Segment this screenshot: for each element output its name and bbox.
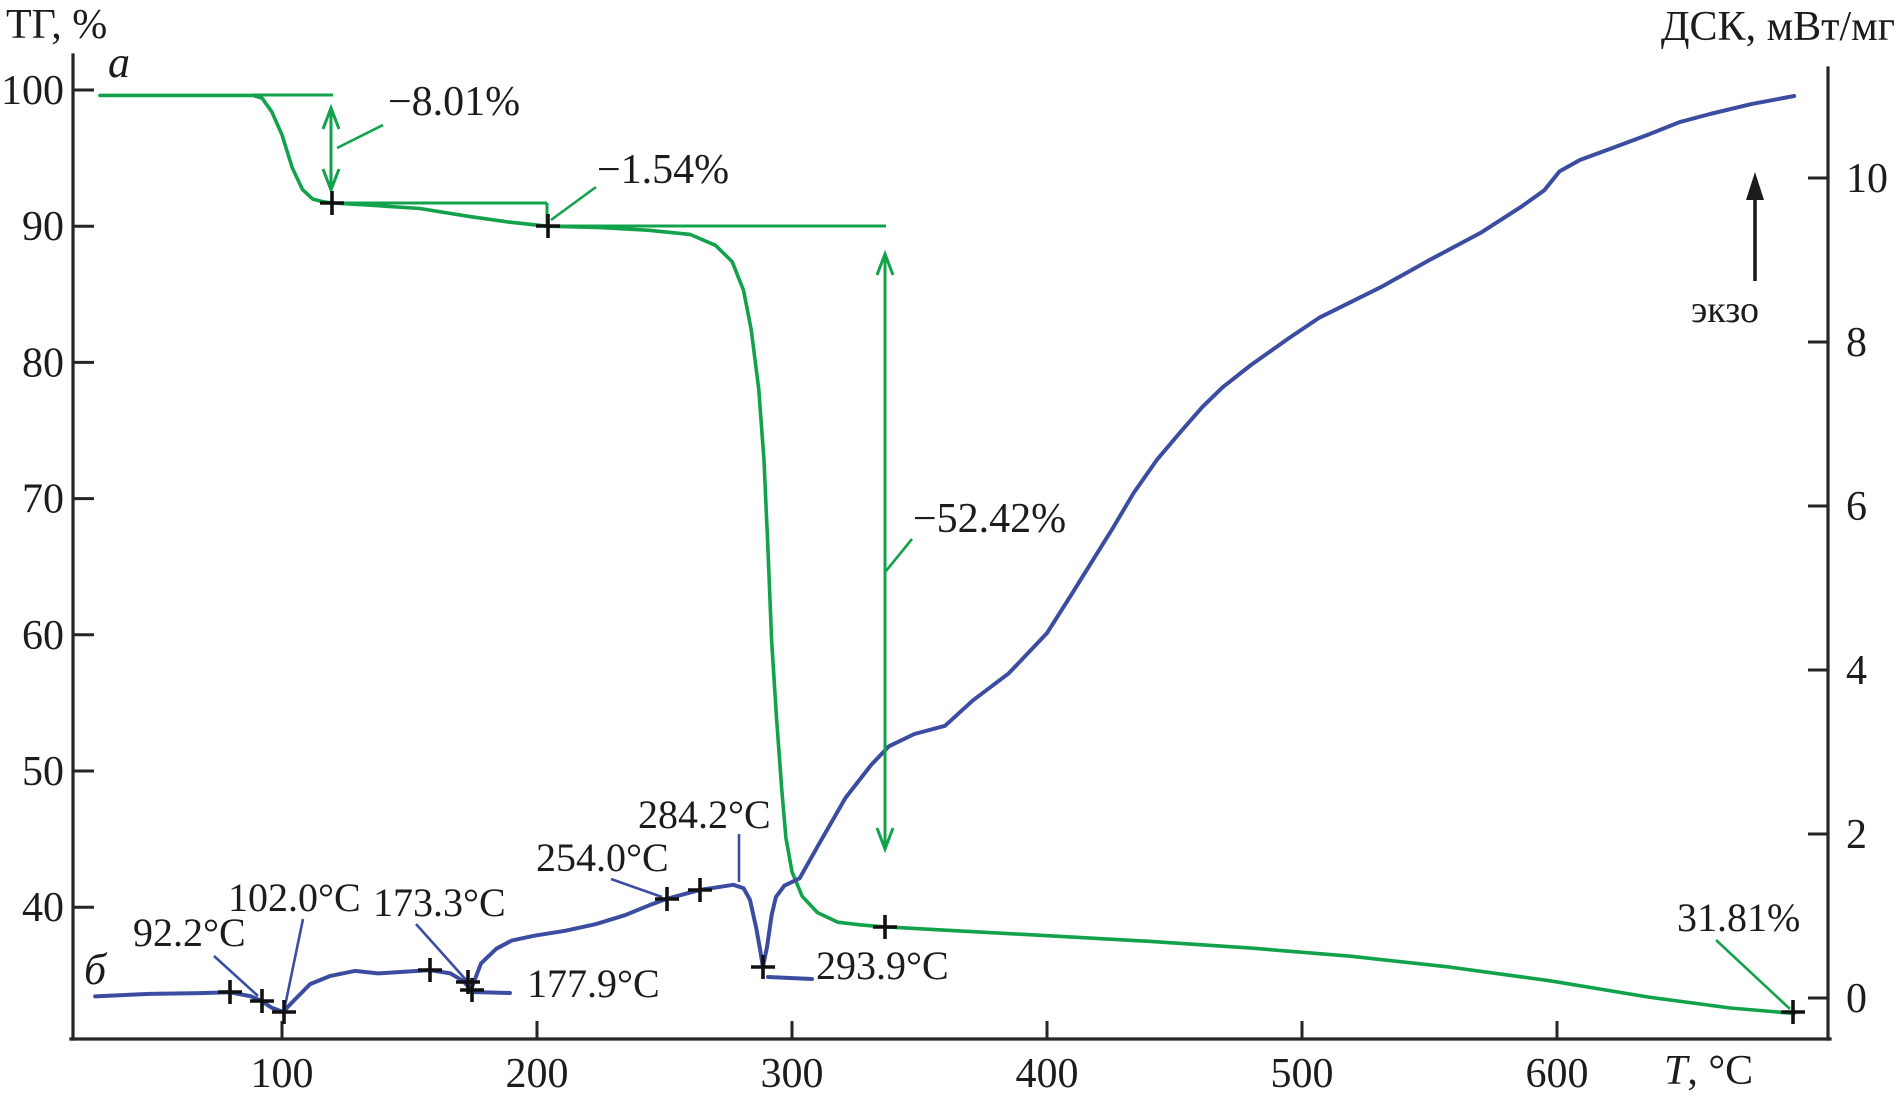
x-axis-title: T, °C <box>1664 1048 1753 1094</box>
temp-254-label: 254.0°C <box>536 835 669 880</box>
dsc-tick-label: 0 <box>1846 976 1867 1022</box>
right-axis-title: ДСК, мВт/мг <box>1660 4 1895 50</box>
exo-label: экзо <box>1691 289 1759 331</box>
curve-a-label: a <box>108 38 130 87</box>
annotation-labels: a б −8.01% −1.54% −52.42% 31.81% 92.2°C102.0°C… <box>84 38 1800 1094</box>
green-leader-lines <box>336 123 1791 1010</box>
green-leader-line <box>550 185 597 222</box>
dsc-tick-label: 6 <box>1846 484 1867 530</box>
tg-tick-label: 40 <box>22 885 64 931</box>
temp-293-label: 293.9°C <box>816 943 949 988</box>
tg-tick-label: 90 <box>22 204 64 250</box>
dsc-plus-marker <box>751 955 775 979</box>
dsc-tick-label: 4 <box>1846 648 1867 694</box>
loss-2-label: −1.54% <box>597 147 729 193</box>
axis-ticks <box>73 88 1828 1039</box>
x-tick-label: 600 <box>1526 1051 1589 1097</box>
blue-leader-line <box>283 918 305 1007</box>
loss-3-arrow <box>875 249 895 854</box>
tg-tick-label: 60 <box>22 613 64 659</box>
temp-92-label: 92.2°C <box>133 910 246 955</box>
dsc-plus-marker <box>272 1000 296 1024</box>
temp-102-label: 102.0°C <box>228 875 361 920</box>
tg-curve <box>98 93 1796 1016</box>
dsc-tick-label: 2 <box>1846 812 1867 858</box>
blue-leader-line <box>610 877 663 899</box>
tg-plus-marker <box>1781 1000 1805 1024</box>
temp-173-label: 173.3°C <box>373 880 506 925</box>
arrow-head-down <box>321 168 341 195</box>
tg-tick-label: 100 <box>1 68 64 114</box>
green-leader-line <box>884 538 914 572</box>
dsc-baseline-segment <box>766 975 814 981</box>
tg-plus-marker <box>320 191 344 215</box>
dsc-plus-marker <box>460 978 484 1002</box>
dsc-tick-label: 8 <box>1846 320 1867 366</box>
axis-tick-labels: 100 90 80 70 60 50 40 10 8 6 4 2 0 100 200 300 400 500 600 <box>1 68 1888 1097</box>
blue-leader-line <box>213 955 259 997</box>
dsc-plus-marker <box>250 989 274 1013</box>
arrow-head-down <box>875 827 895 854</box>
dsc-tick-label: 10 <box>1846 156 1888 202</box>
green-leader-line <box>336 123 384 150</box>
exo-arrow-head <box>1746 172 1764 200</box>
tg-tick-label: 70 <box>22 477 64 523</box>
arrow-head-up <box>875 249 895 276</box>
arrow-head-up <box>321 103 341 130</box>
x-tick-label: 400 <box>1016 1051 1079 1097</box>
tg-plus-markers <box>320 191 1805 1024</box>
tg-plus-marker <box>873 915 897 939</box>
tg-tick-label: 80 <box>22 340 64 386</box>
dsc-plus-marker <box>418 958 442 982</box>
green-leader-line <box>1715 939 1791 1010</box>
dsc-plus-markers <box>218 878 775 1024</box>
dsc-plus-marker <box>218 980 242 1004</box>
loss-1-label: −8.01% <box>388 79 520 125</box>
tg-tick-label: 50 <box>22 749 64 795</box>
blue-leader-line <box>415 923 468 982</box>
axes <box>69 53 1832 1041</box>
exo-arrow <box>1746 172 1764 281</box>
temp-177-label: 177.9°C <box>527 961 660 1006</box>
x-tick-label: 500 <box>1271 1051 1334 1097</box>
blue-leader-lines <box>213 834 741 1007</box>
x-tick-label: 100 <box>251 1051 314 1097</box>
loss-3-label: −52.42% <box>913 496 1066 542</box>
temp-284-label: 284.2°C <box>638 792 771 837</box>
dsc-plus-marker <box>655 887 679 911</box>
tg-plus-marker <box>536 214 560 238</box>
curve-b-label: б <box>84 945 108 994</box>
x-tick-label: 200 <box>506 1051 569 1097</box>
dsc-plus-marker <box>688 878 712 902</box>
loss-1-arrow <box>321 103 341 195</box>
dsc-baseline-segments <box>470 975 814 995</box>
left-axis-title: ТГ, % <box>6 2 108 48</box>
x-tick-label: 300 <box>761 1051 824 1097</box>
dsc-curve <box>93 94 1797 1014</box>
dsc-baseline-segment <box>470 990 512 995</box>
residue-label: 31.81% <box>1677 895 1800 940</box>
